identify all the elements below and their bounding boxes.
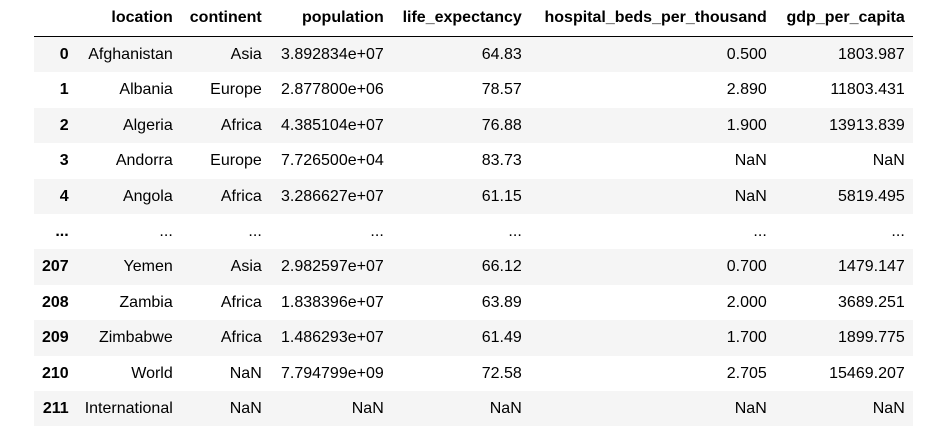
cell-life-expectancy: 63.89 xyxy=(391,284,530,321)
cell-continent: Africa xyxy=(180,107,270,144)
cell-population: 3.892834e+07 xyxy=(269,36,392,73)
cell-location: Angola xyxy=(76,178,181,215)
cell-location: Algeria xyxy=(76,107,181,144)
cell-hospital-beds: NaN xyxy=(529,391,775,427)
table-row: 208 Zambia Africa 1.838396e+07 63.89 2.0… xyxy=(34,284,913,321)
cell-location: World xyxy=(76,355,181,392)
cell-continent: Africa xyxy=(180,320,270,356)
cell-hospital-beds: 2.705 xyxy=(529,355,775,392)
cell-life-expectancy: 78.57 xyxy=(391,72,530,108)
cell-continent: Asia xyxy=(180,249,270,285)
column-header-index xyxy=(34,0,77,37)
cell-life-expectancy: 83.73 xyxy=(391,143,530,179)
column-header-continent: continent xyxy=(180,0,270,37)
row-index: ... xyxy=(34,214,77,250)
cell-continent: ... xyxy=(180,214,270,250)
cell-location: Afghanistan xyxy=(76,36,181,73)
dataframe-table: location continent population life_expec… xyxy=(34,0,913,427)
cell-population: 1.838396e+07 xyxy=(269,284,392,321)
cell-gdp-per-capita: NaN xyxy=(774,143,913,179)
cell-continent: Europe xyxy=(180,72,270,108)
cell-hospital-beds: 2.000 xyxy=(529,284,775,321)
row-index: 3 xyxy=(34,143,77,179)
cell-hospital-beds: 0.700 xyxy=(529,249,775,285)
cell-population: 4.385104e+07 xyxy=(269,107,392,144)
cell-population: ... xyxy=(269,214,392,250)
cell-hospital-beds: 0.500 xyxy=(529,36,775,73)
ellipsis-row: ... ... ... ... ... ... ... xyxy=(34,214,913,250)
cell-continent: NaN xyxy=(180,355,270,392)
cell-hospital-beds: ... xyxy=(529,214,775,250)
row-index: 207 xyxy=(34,249,77,285)
cell-hospital-beds: 2.890 xyxy=(529,72,775,108)
header-row: location continent population life_expec… xyxy=(34,0,913,37)
row-index: 210 xyxy=(34,355,77,392)
cell-location: Andorra xyxy=(76,143,181,179)
cell-hospital-beds: 1.900 xyxy=(529,107,775,144)
cell-hospital-beds: 1.700 xyxy=(529,320,775,356)
row-index: 209 xyxy=(34,320,77,356)
cell-continent: Africa xyxy=(180,178,270,215)
cell-gdp-per-capita: NaN xyxy=(774,391,913,427)
cell-life-expectancy: 64.83 xyxy=(391,36,530,73)
cell-location: Zimbabwe xyxy=(76,320,181,356)
cell-population: 7.726500e+04 xyxy=(269,143,392,179)
cell-hospital-beds: NaN xyxy=(529,178,775,215)
row-index: 211 xyxy=(34,391,77,427)
table-row: 4 Angola Africa 3.286627e+07 61.15 NaN 5… xyxy=(34,178,913,215)
cell-population: 1.486293e+07 xyxy=(269,320,392,356)
table-row: 2 Algeria Africa 4.385104e+07 76.88 1.90… xyxy=(34,107,913,144)
cell-location: International xyxy=(76,391,181,427)
cell-location: ... xyxy=(76,214,181,250)
cell-gdp-per-capita: 1803.987 xyxy=(774,36,913,73)
table-row: 1 Albania Europe 2.877800e+06 78.57 2.89… xyxy=(34,72,913,108)
cell-gdp-per-capita: ... xyxy=(774,214,913,250)
cell-location: Yemen xyxy=(76,249,181,285)
cell-gdp-per-capita: 15469.207 xyxy=(774,355,913,392)
column-header-location: location xyxy=(76,0,181,37)
cell-population: 7.794799e+09 xyxy=(269,355,392,392)
cell-life-expectancy: 61.15 xyxy=(391,178,530,215)
cell-gdp-per-capita: 3689.251 xyxy=(774,284,913,321)
column-header-life-expectancy: life_expectancy xyxy=(391,0,530,37)
cell-population: 3.286627e+07 xyxy=(269,178,392,215)
cell-continent: Africa xyxy=(180,284,270,321)
cell-life-expectancy: ... xyxy=(391,214,530,250)
cell-hospital-beds: NaN xyxy=(529,143,775,179)
cell-continent: NaN xyxy=(180,391,270,427)
cell-population: 2.877800e+06 xyxy=(269,72,392,108)
cell-gdp-per-capita: 5819.495 xyxy=(774,178,913,215)
table-row: 0 Afghanistan Asia 3.892834e+07 64.83 0.… xyxy=(34,36,913,73)
column-header-hospital-beds: hospital_beds_per_thousand xyxy=(529,0,775,37)
table-row: 210 World NaN 7.794799e+09 72.58 2.705 1… xyxy=(34,355,913,392)
cell-life-expectancy: 66.12 xyxy=(391,249,530,285)
row-index: 208 xyxy=(34,284,77,321)
cell-gdp-per-capita: 1479.147 xyxy=(774,249,913,285)
cell-continent: Asia xyxy=(180,36,270,73)
row-index: 4 xyxy=(34,178,77,215)
cell-life-expectancy: 72.58 xyxy=(391,355,530,392)
row-index: 1 xyxy=(34,72,77,108)
cell-gdp-per-capita: 13913.839 xyxy=(774,107,913,144)
table-row: 211 International NaN NaN NaN NaN NaN xyxy=(34,391,913,427)
cell-gdp-per-capita: 1899.775 xyxy=(774,320,913,356)
cell-location: Albania xyxy=(76,72,181,108)
cell-gdp-per-capita: 11803.431 xyxy=(774,72,913,108)
column-header-population: population xyxy=(269,0,392,37)
cell-life-expectancy: 76.88 xyxy=(391,107,530,144)
dataframe-output: location continent population life_expec… xyxy=(34,0,913,427)
cell-life-expectancy: 61.49 xyxy=(391,320,530,356)
row-index: 2 xyxy=(34,107,77,144)
cell-location: Zambia xyxy=(76,284,181,321)
row-index: 0 xyxy=(34,36,77,73)
table-row: 207 Yemen Asia 2.982597e+07 66.12 0.700 … xyxy=(34,249,913,285)
cell-population: 2.982597e+07 xyxy=(269,249,392,285)
cell-life-expectancy: NaN xyxy=(391,391,530,427)
column-header-gdp-per-capita: gdp_per_capita xyxy=(774,0,913,37)
table-row: 209 Zimbabwe Africa 1.486293e+07 61.49 1… xyxy=(34,320,913,356)
table-row: 3 Andorra Europe 7.726500e+04 83.73 NaN … xyxy=(34,143,913,179)
cell-population: NaN xyxy=(269,391,392,427)
cell-continent: Europe xyxy=(180,143,270,179)
